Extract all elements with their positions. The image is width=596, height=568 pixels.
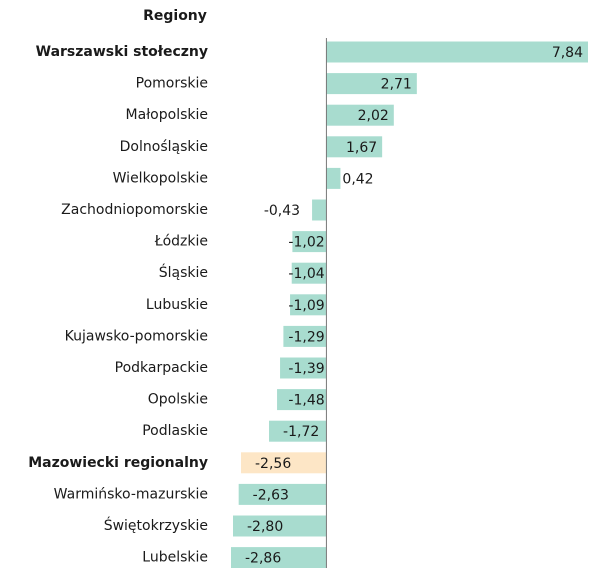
bar [326, 73, 417, 95]
category-label: Lubuskie [146, 297, 208, 313]
bar [326, 167, 341, 189]
category-label: Warmińsko-mazurskie [54, 486, 208, 502]
value-label: 2,71 [381, 77, 412, 93]
value-label: -2,63 [253, 487, 289, 503]
value-label: -1,09 [288, 298, 324, 314]
bar [290, 294, 327, 316]
bar [283, 325, 327, 347]
value-label: -1,04 [288, 266, 324, 282]
value-label: -1,48 [288, 393, 324, 409]
category-label: Dolnośląskie [120, 139, 208, 155]
bar [277, 389, 327, 411]
bar [312, 199, 327, 221]
bar [291, 262, 327, 284]
bar [326, 136, 383, 158]
bar [280, 357, 327, 379]
bar [231, 547, 327, 568]
value-label: -1,39 [288, 361, 324, 377]
value-label: 2,02 [358, 108, 389, 124]
bar [292, 231, 327, 253]
value-label: -1,02 [288, 235, 324, 251]
category-label: Zachodniopomorskie [61, 202, 208, 218]
value-label: 0,42 [342, 171, 373, 187]
category-label: Podkarpackie [115, 360, 208, 376]
category-label: Warszawski stołeczny [36, 44, 208, 60]
bar [326, 104, 394, 126]
category-label: Wielkopolskie [113, 170, 208, 186]
category-label: Pomorskie [136, 76, 208, 92]
value-label: 1,67 [346, 140, 377, 156]
bar [269, 420, 327, 442]
value-label: -2,80 [247, 519, 283, 535]
category-label: Podlaskie [142, 423, 208, 439]
bar [233, 515, 327, 537]
bar [241, 452, 327, 474]
bar [238, 483, 327, 505]
category-label: Mazowiecki regionalny [28, 455, 208, 471]
category-label: Lubelskie [142, 550, 208, 566]
category-label: Małopolskie [126, 107, 208, 123]
value-label: 7,84 [552, 45, 583, 61]
value-label: -0,43 [264, 203, 300, 219]
value-label: -2,86 [245, 551, 281, 567]
value-label: -2,56 [255, 456, 291, 472]
category-label: Opolskie [148, 392, 208, 408]
bar [326, 41, 588, 63]
category-label: Świętokrzyskie [104, 516, 208, 534]
category-label: Łódzkie [154, 234, 208, 250]
value-label: -1,72 [283, 424, 319, 440]
category-label: Kujawsko-pomorskie [65, 328, 208, 344]
category-label: Śląskie [159, 263, 208, 281]
value-label: -1,29 [288, 329, 324, 345]
header: Regiony [143, 8, 207, 24]
